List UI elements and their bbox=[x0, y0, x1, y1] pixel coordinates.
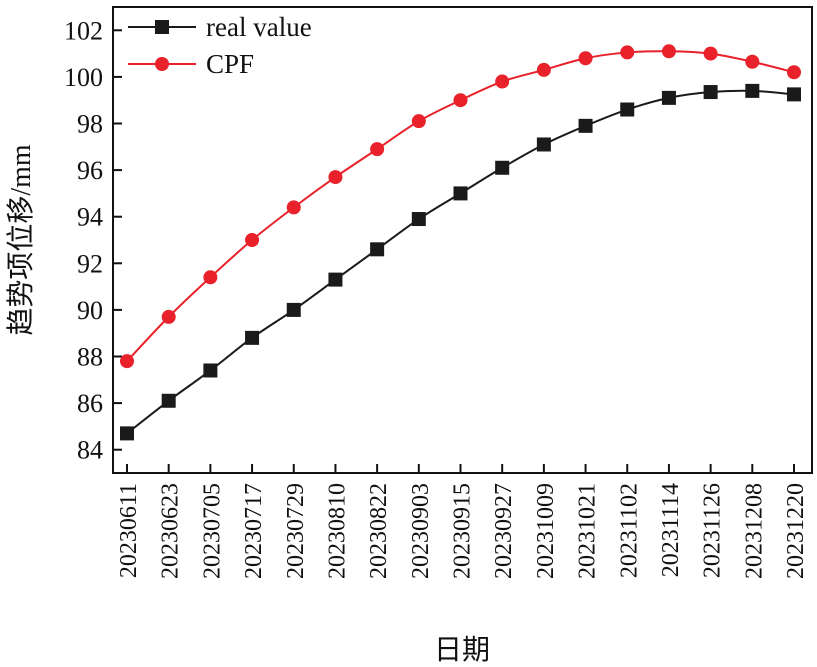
x-tick-label: 20230623 bbox=[158, 483, 184, 579]
y-tick-label: 88 bbox=[77, 343, 103, 372]
x-axis-title: 日期 bbox=[434, 635, 490, 666]
x-tick-label: 20231102 bbox=[616, 483, 642, 578]
x-tick-label: 20230611 bbox=[116, 483, 142, 578]
data-point-cpf bbox=[120, 354, 134, 369]
data-point-real-value bbox=[203, 363, 218, 378]
data-point-cpf bbox=[620, 45, 635, 60]
x-tick-label: 20230927 bbox=[491, 483, 517, 579]
x-tick-label: 20230822 bbox=[366, 483, 392, 579]
data-point-cpf bbox=[495, 74, 510, 89]
data-point-cpf bbox=[787, 65, 801, 80]
x-tick-label: 20230915 bbox=[450, 483, 476, 579]
data-point-real-value bbox=[120, 426, 134, 441]
data-point-cpf bbox=[661, 44, 676, 59]
legend-marker-real-value bbox=[155, 20, 169, 34]
data-point-cpf bbox=[203, 270, 218, 285]
y-tick-label: 92 bbox=[77, 249, 103, 278]
data-point-real-value bbox=[411, 212, 426, 227]
data-point-cpf bbox=[745, 54, 760, 69]
plot-frame bbox=[112, 6, 813, 474]
x-tick-label: 20230717 bbox=[241, 483, 267, 579]
data-point-real-value bbox=[495, 160, 510, 175]
data-point-cpf bbox=[536, 62, 551, 77]
x-tick-label: 20231009 bbox=[533, 483, 559, 579]
x-tick-label: 20231114 bbox=[658, 483, 684, 577]
y-axis: 84 86 88 90 92 94 96 98 100 102 bbox=[64, 16, 122, 465]
y-tick-label: 100 bbox=[64, 63, 103, 92]
x-tick-label: 20231021 bbox=[575, 483, 601, 579]
data-point-cpf bbox=[453, 93, 468, 108]
data-point-real-value bbox=[161, 393, 176, 408]
y-axis-title: 趋势项位移/mm bbox=[5, 144, 37, 336]
data-point-real-value bbox=[453, 186, 468, 201]
data-point-real-value bbox=[620, 102, 635, 117]
data-point-cpf bbox=[578, 51, 593, 66]
data-point-real-value bbox=[245, 330, 260, 345]
y-tick-label: 94 bbox=[77, 203, 103, 232]
legend: real value CPF bbox=[128, 12, 312, 79]
data-point-cpf bbox=[370, 142, 385, 157]
data-point-real-value bbox=[578, 118, 593, 133]
x-tick-label: 20231220 bbox=[783, 483, 809, 579]
legend-marker-cpf bbox=[155, 57, 169, 71]
legend-label-real-value: real value bbox=[206, 12, 312, 42]
data-point-real-value bbox=[703, 85, 718, 100]
y-tick-label: 84 bbox=[77, 436, 103, 465]
x-tick-label: 20231126 bbox=[700, 483, 726, 578]
data-point-real-value bbox=[286, 302, 301, 317]
data-point-real-value bbox=[745, 83, 760, 98]
data-point-cpf bbox=[703, 46, 718, 61]
data-point-cpf bbox=[286, 200, 301, 215]
data-point-real-value bbox=[370, 242, 385, 257]
x-tick-label: 20230705 bbox=[199, 483, 225, 579]
legend-label-cpf: CPF bbox=[206, 49, 254, 79]
data-point-real-value bbox=[536, 137, 551, 152]
series-layer bbox=[120, 44, 801, 441]
y-tick-label: 86 bbox=[77, 389, 103, 418]
data-point-cpf bbox=[161, 309, 176, 324]
data-point-real-value bbox=[787, 87, 801, 102]
data-point-cpf bbox=[245, 233, 260, 247]
y-tick-label: 96 bbox=[77, 156, 103, 185]
y-tick-label: 102 bbox=[64, 16, 103, 45]
y-tick-label: 90 bbox=[77, 296, 103, 325]
data-point-real-value bbox=[661, 90, 676, 105]
x-tick-label: 20230810 bbox=[324, 483, 350, 579]
x-tick-label: 20230729 bbox=[283, 483, 309, 579]
data-point-cpf bbox=[328, 170, 343, 185]
x-tick-label: 20230903 bbox=[408, 483, 434, 579]
data-point-cpf bbox=[411, 114, 426, 129]
x-tick-label: 20231208 bbox=[741, 483, 767, 579]
data-point-real-value bbox=[328, 272, 343, 287]
x-axis: 20230611 20230623 20230705 20230717 20230729… bbox=[116, 464, 809, 579]
y-tick-label: 98 bbox=[77, 110, 103, 139]
